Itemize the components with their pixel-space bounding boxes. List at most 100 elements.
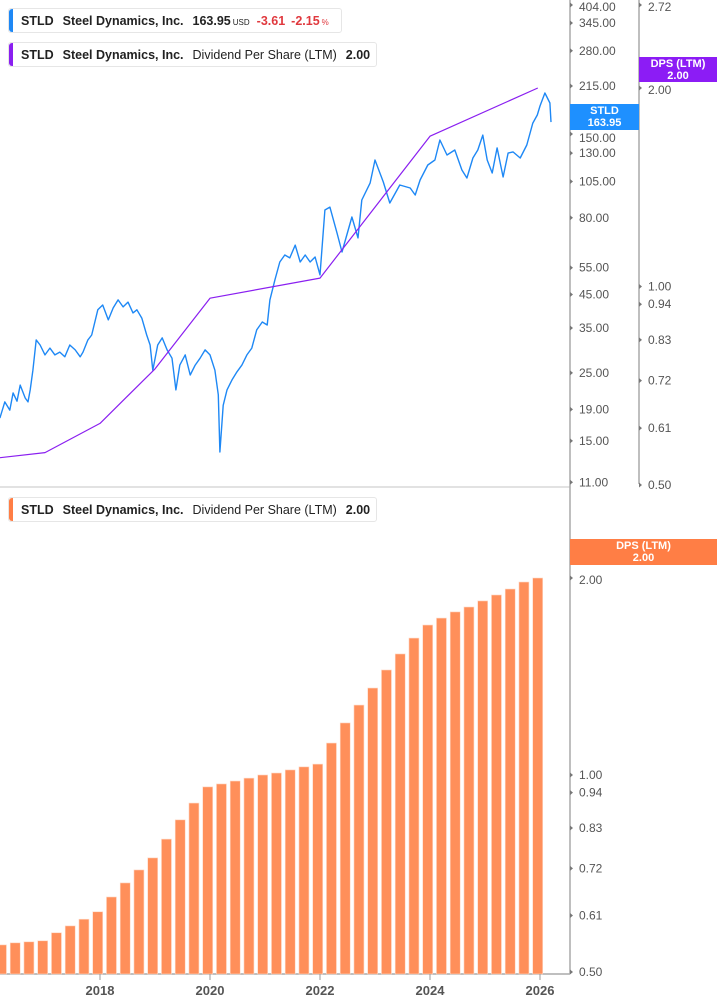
dps-bar <box>9 942 21 975</box>
dps-bottom-axis-tick-label: 0.61 <box>579 908 603 922</box>
x-axis-tick-label: 2022 <box>306 983 335 998</box>
tick-mark <box>639 284 642 290</box>
tag-label: DPS (LTM) <box>650 57 706 70</box>
price-axis-tick-label: 215.00 <box>579 79 616 93</box>
dps-bottom-axis-tick-label: 0.72 <box>579 861 603 875</box>
dps-bottom-axis-tick-label: 2.00 <box>579 573 603 587</box>
dps-bar <box>51 932 62 975</box>
tick-mark <box>639 2 642 8</box>
dps-bar <box>0 944 7 975</box>
price-axis-tick-label: 11.00 <box>579 475 608 489</box>
dps-bar <box>284 769 296 975</box>
tag-value: 2.00 <box>632 552 655 564</box>
price-axis-tick-label: 130.00 <box>579 146 616 160</box>
legend-dps-top[interactable]: STLD Steel Dynamics, Inc. Dividend Per S… <box>8 42 378 67</box>
pct-sign: % <box>321 17 329 27</box>
dps-bar <box>353 704 365 975</box>
dps-line <box>0 87 539 459</box>
dps-bar <box>119 882 131 975</box>
dps-bar <box>37 940 49 975</box>
dps-top-last-tag: DPS (LTM) 2.00 <box>639 57 717 82</box>
dps-axis-tick-label: 0.94 <box>648 297 672 311</box>
dps-bar <box>257 774 269 975</box>
dps-bar <box>367 687 379 975</box>
tick-mark <box>570 772 573 778</box>
legend-change-pct: -2.15% <box>291 14 329 28</box>
price-axis-tick-label: 55.00 <box>579 261 609 275</box>
tick-mark <box>570 48 573 54</box>
tick-mark <box>570 865 573 871</box>
price-axis-tick-label: 35.00 <box>579 321 609 335</box>
dps-bar <box>188 802 200 975</box>
dps-bar <box>229 780 241 975</box>
legend-value: 2.00 <box>345 47 371 62</box>
tick-mark <box>570 438 573 444</box>
tick-mark <box>570 825 573 831</box>
price-axis-tick-label: 19.00 <box>579 402 609 416</box>
dps-bar <box>326 742 337 975</box>
dps-bar <box>381 669 392 975</box>
legend-dps-bottom[interactable]: STLD Steel Dynamics, Inc. Dividend Per S… <box>8 497 378 522</box>
legend-color-dps <box>9 43 13 66</box>
dps-bar <box>64 925 76 975</box>
legend-metric: Dividend Per Share (LTM) <box>192 47 337 62</box>
x-axis-tick-label: 2026 <box>526 983 555 998</box>
dps-bar <box>133 869 145 975</box>
price-axis-tick-label: 404.00 <box>579 0 616 14</box>
tick-mark <box>570 83 573 89</box>
x-axis-tick-label: 2018 <box>86 983 115 998</box>
dps-bar <box>243 777 255 975</box>
dps-bar <box>504 588 516 975</box>
dps-bar <box>436 617 447 975</box>
dps-axis-tick-label: 0.50 <box>648 478 672 492</box>
tick-mark <box>639 378 642 384</box>
legend-ticker: STLD <box>21 13 54 28</box>
dps-bar <box>174 819 186 975</box>
dps-bar <box>394 653 406 975</box>
legend-price[interactable]: STLD Steel Dynamics, Inc. 163.95 USD -3.6… <box>8 8 342 33</box>
legend-price-value: 163.95 USD <box>193 14 250 28</box>
dps-axis-tick-label: 2.72 <box>648 0 672 14</box>
tick-mark <box>570 370 573 376</box>
tick-mark <box>570 291 573 297</box>
dps-bar <box>463 606 475 975</box>
dps-bottom-axis-tick-label: 0.50 <box>579 965 603 979</box>
dps-bar <box>271 772 282 975</box>
legend-change: -3.61 <box>256 13 286 28</box>
dps-bar <box>147 857 159 975</box>
dps-bar <box>491 594 502 975</box>
dps-bar <box>532 577 544 975</box>
dps-axis-tick-label: 0.83 <box>648 333 672 347</box>
dps-bottom-axis-tick-label: 0.94 <box>579 786 603 800</box>
tag-label: STLD <box>590 105 619 117</box>
dps-bar <box>161 838 172 975</box>
tick-mark <box>570 179 573 185</box>
dps-bar <box>518 581 530 975</box>
tick-mark <box>570 325 573 331</box>
price-axis-tick-label: 105.00 <box>579 175 616 189</box>
dps-bar <box>92 911 104 975</box>
tick-mark <box>639 425 642 431</box>
dps-bars <box>0 577 544 975</box>
tag-label: DPS (LTM) <box>616 540 671 552</box>
legend-ticker: STLD <box>21 47 54 62</box>
price-axis-tick-label: 15.00 <box>579 434 609 448</box>
tick-mark <box>570 265 573 271</box>
dps-bar <box>202 786 214 975</box>
dps-bar <box>298 766 310 975</box>
legend-company: Steel Dynamics, Inc. <box>62 47 184 62</box>
price-axis-tick-label: 80.00 <box>579 211 609 225</box>
dps-bar <box>339 722 351 975</box>
price-axis-tick-label: 280.00 <box>579 44 616 58</box>
tick-mark <box>570 2 573 8</box>
price-axis-tick-label: 25.00 <box>579 366 609 380</box>
tick-mark <box>570 131 573 137</box>
x-axis-tick-label: 2020 <box>196 983 225 998</box>
price-last-tag: STLD 163.95 <box>570 104 639 130</box>
legend-ticker: STLD <box>21 502 54 517</box>
dps-bar <box>312 763 324 975</box>
dps-bar <box>106 896 117 975</box>
dps-axis-tick-label: 0.72 <box>648 374 672 388</box>
top-series <box>0 87 552 459</box>
dps-bar <box>477 600 489 975</box>
